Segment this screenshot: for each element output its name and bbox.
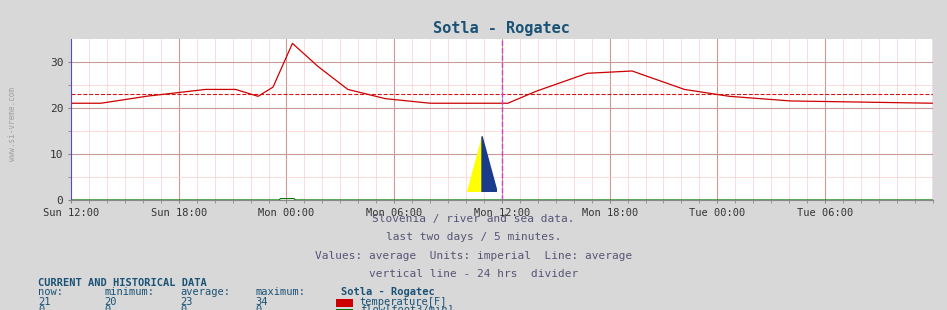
Text: 20: 20 xyxy=(104,297,116,307)
Text: flow[foot3/min]: flow[foot3/min] xyxy=(360,304,454,310)
Text: CURRENT AND HISTORICAL DATA: CURRENT AND HISTORICAL DATA xyxy=(38,278,206,288)
Text: last two days / 5 minutes.: last two days / 5 minutes. xyxy=(385,232,562,242)
Text: 0: 0 xyxy=(38,304,45,310)
Text: temperature[F]: temperature[F] xyxy=(360,297,447,307)
Bar xyxy=(336,309,353,310)
Text: average:: average: xyxy=(180,287,230,298)
Text: 34: 34 xyxy=(256,297,268,307)
Bar xyxy=(336,299,353,307)
Text: maximum:: maximum: xyxy=(256,287,306,298)
Text: 21: 21 xyxy=(38,297,50,307)
Text: 0: 0 xyxy=(256,304,262,310)
Text: minimum:: minimum: xyxy=(104,287,154,298)
Text: 0: 0 xyxy=(180,304,187,310)
Text: vertical line - 24 hrs  divider: vertical line - 24 hrs divider xyxy=(369,269,578,279)
Text: Slovenia / river and sea data.: Slovenia / river and sea data. xyxy=(372,214,575,224)
Text: 23: 23 xyxy=(180,297,192,307)
Text: www.si-vreme.com: www.si-vreme.com xyxy=(8,87,17,161)
Text: Values: average  Units: imperial  Line: average: Values: average Units: imperial Line: av… xyxy=(314,251,633,261)
Text: now:: now: xyxy=(38,287,63,298)
Text: 0: 0 xyxy=(104,304,111,310)
Polygon shape xyxy=(467,136,482,192)
Text: Sotla - Rogatec: Sotla - Rogatec xyxy=(341,287,435,298)
Title: Sotla - Rogatec: Sotla - Rogatec xyxy=(434,21,570,36)
Polygon shape xyxy=(482,136,497,192)
